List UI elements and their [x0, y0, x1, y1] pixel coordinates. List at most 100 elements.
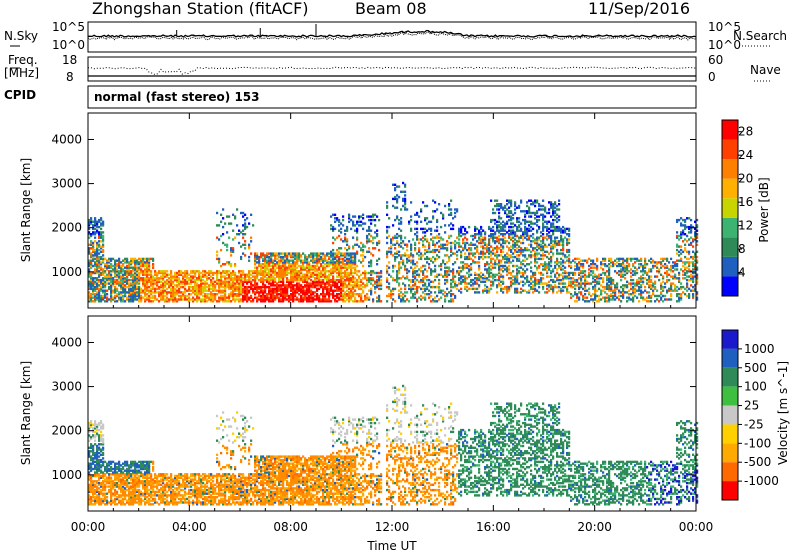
range-cell — [510, 261, 513, 264]
range-cell — [244, 233, 247, 236]
range-cell — [442, 217, 445, 220]
range-cell — [298, 255, 301, 259]
range-cell — [334, 266, 337, 269]
range-cell — [240, 300, 243, 303]
range-cell — [264, 263, 267, 266]
range-cell — [268, 257, 271, 261]
range-cell — [372, 298, 375, 301]
range-cell — [496, 238, 499, 241]
range-cell — [92, 285, 95, 289]
range-cell — [494, 254, 497, 257]
range-cell — [156, 287, 159, 291]
range-cell — [92, 254, 95, 257]
range-cell — [290, 280, 293, 283]
range-cell — [406, 275, 409, 278]
range-cell — [266, 271, 269, 275]
range-cell — [96, 264, 99, 268]
range-cell — [132, 282, 135, 285]
range-cell — [198, 293, 201, 296]
range-cell — [316, 254, 319, 257]
range-cell — [294, 291, 297, 294]
range-cell — [322, 296, 325, 299]
range-cell — [610, 264, 613, 268]
range-cell — [448, 291, 451, 294]
range-cell — [288, 298, 291, 301]
range-cell — [222, 282, 225, 285]
range-cell — [538, 280, 541, 283]
range-cell — [100, 287, 103, 291]
range-cell — [206, 296, 209, 299]
range-cell — [288, 271, 291, 275]
range-cell — [436, 218, 439, 222]
range-cell — [426, 293, 429, 296]
range-cell — [338, 252, 341, 255]
range-cell — [234, 217, 237, 220]
range-cell — [340, 294, 343, 298]
range-cell — [540, 240, 543, 243]
range-cell — [340, 247, 343, 250]
range-cell — [606, 287, 609, 291]
range-cell — [548, 263, 551, 266]
range-cell — [322, 273, 325, 276]
range-cell — [102, 236, 105, 239]
range-cell — [264, 257, 267, 261]
range-cell — [256, 291, 259, 294]
range-cell — [496, 263, 499, 266]
range-cell — [164, 284, 167, 287]
range-cell — [136, 280, 139, 283]
range-cell — [510, 211, 513, 215]
range-cell — [502, 257, 505, 261]
range-cell — [240, 257, 243, 261]
range-cell — [328, 273, 331, 276]
range-cell — [620, 275, 623, 278]
range-cell — [492, 263, 495, 266]
range-cell — [336, 287, 339, 291]
range-cell — [554, 264, 557, 268]
range-cell — [350, 278, 353, 282]
range-cell — [588, 275, 591, 278]
range-cell — [324, 257, 327, 261]
range-cell — [606, 278, 609, 282]
range-cell — [554, 266, 557, 269]
range-cell — [216, 278, 219, 282]
range-cell — [162, 278, 165, 282]
range-cell — [234, 215, 237, 218]
range-cell — [596, 300, 599, 303]
range-cell — [338, 293, 341, 296]
range-cell — [594, 275, 597, 278]
range-cell — [96, 271, 99, 275]
range-cell — [164, 273, 167, 276]
range-cell — [546, 229, 549, 232]
range-cell — [118, 280, 121, 283]
range-cell — [512, 270, 515, 273]
range-cell — [522, 238, 525, 241]
range-cell — [404, 206, 407, 209]
range-cell — [98, 263, 101, 266]
range-cell — [276, 261, 279, 264]
range-cell — [558, 199, 561, 202]
range-cell — [290, 270, 293, 273]
range-cell — [262, 300, 265, 303]
range-cell — [154, 294, 157, 298]
range-cell — [526, 210, 529, 213]
range-cell — [444, 270, 447, 273]
range-cell — [220, 289, 223, 292]
range-cell — [314, 291, 317, 294]
range-cell — [118, 261, 121, 264]
range-cell — [312, 254, 315, 257]
range-cell — [492, 225, 495, 229]
range-cell — [550, 271, 553, 275]
range-cell — [334, 270, 337, 273]
range-cell — [338, 234, 341, 238]
range-cell — [524, 247, 527, 250]
range-cell — [494, 211, 497, 215]
range-cell — [218, 257, 221, 261]
range-cell — [262, 273, 265, 276]
range-cell — [162, 282, 165, 285]
range-cell — [588, 291, 591, 294]
range-cell — [438, 291, 441, 294]
range-cell — [604, 298, 607, 301]
range-cell — [476, 245, 479, 248]
range-cell — [258, 255, 261, 259]
range-cell — [452, 280, 455, 283]
